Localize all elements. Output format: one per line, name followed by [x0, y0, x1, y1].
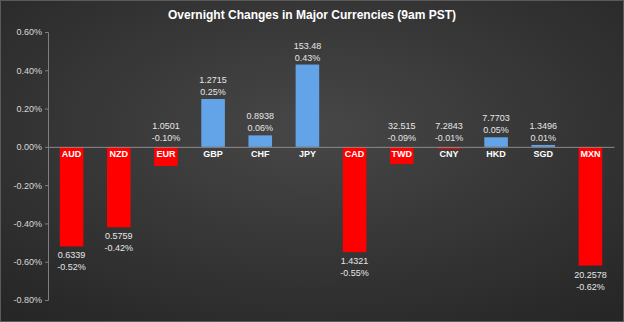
rate-label: 0.5759 [105, 231, 133, 241]
x-tick-label: EUR [156, 149, 176, 159]
y-tick: -0.60% [13, 257, 48, 267]
bar [154, 147, 178, 166]
value-label: 0.06% [247, 123, 273, 133]
x-tick: CHF [251, 147, 270, 159]
x-tick-label: HKD [486, 149, 506, 159]
y-tick-label: -0.20% [13, 181, 42, 191]
rate-label: 153.48 [294, 41, 322, 51]
bar [60, 147, 84, 247]
x-tick-label: JPY [299, 149, 316, 159]
x-axis: AUD NZD EUR GBP CHF JPY CAD TWD CNY HKD SGD MXN [49, 147, 615, 159]
value-label: -0.55% [340, 268, 369, 278]
y-tick: 0.60% [16, 27, 48, 37]
rate-label: 32.515 [388, 121, 416, 131]
bar [296, 65, 320, 147]
x-tick-label: AUD [62, 149, 82, 159]
value-label: -0.52% [57, 262, 86, 272]
y-tick-label: 0.40% [16, 66, 42, 76]
x-tick: NZD [110, 147, 129, 159]
y-tick-mark [45, 147, 48, 148]
x-tick: EUR [156, 147, 176, 159]
y-tick-mark [45, 185, 48, 186]
y-tick: -0.40% [13, 219, 48, 229]
y-axis: -0.80% -0.60% -0.40% -0.20% 0.00% 0.20% 0.40% 0… [13, 27, 48, 305]
rate-label: 1.2715 [199, 75, 227, 85]
plot: -0.80% -0.60% -0.40% -0.20% 0.00% 0.20% 0.40% 0… [13, 27, 614, 305]
y-tick-mark [45, 109, 48, 110]
y-tick-mark [45, 223, 48, 224]
value-label: -0.10% [152, 133, 181, 143]
rate-label: 7.2843 [435, 121, 463, 131]
title: Overnight Changes in Major Currencies (9… [168, 8, 456, 22]
x-tick: TWD [392, 147, 413, 159]
rate-label: 1.4321 [341, 256, 369, 266]
x-axis-line [49, 147, 615, 148]
value-label: 0.43% [295, 53, 321, 63]
x-tick: GBP [203, 147, 223, 159]
y-tick: 0.40% [16, 66, 48, 76]
value-label: -0.62% [576, 282, 605, 292]
bars [60, 65, 602, 266]
y-tick: -0.80% [13, 295, 48, 305]
value-label: -0.42% [104, 243, 133, 253]
rate-label: 7.7703 [482, 113, 510, 123]
y-tick-label: -0.60% [13, 257, 42, 267]
value-label: -0.09% [387, 133, 416, 143]
value-label: 0.01% [530, 133, 556, 143]
x-tick: CNY [439, 147, 458, 159]
background [1, 1, 624, 322]
x-tick: MXN [580, 147, 600, 159]
rate-label: 20.2578 [574, 270, 607, 280]
bar [248, 135, 272, 146]
x-tick-label: MXN [580, 149, 600, 159]
x-tick: SGD [533, 147, 553, 159]
y-tick-mark [45, 32, 48, 33]
y-tick-label: 0.60% [16, 27, 42, 37]
y-tick-label: 0.00% [16, 142, 42, 152]
y-tick-label: 0.20% [16, 104, 42, 114]
x-tick: AUD [62, 147, 82, 159]
y-tick: -0.20% [13, 181, 48, 191]
bar [531, 145, 555, 147]
rate-label: 1.0501 [152, 121, 180, 131]
y-tick-mark [45, 70, 48, 71]
x-tick-label: CAD [345, 149, 365, 159]
value-label: -0.01% [435, 133, 464, 143]
rate-label: 1.3496 [529, 121, 557, 131]
value-label: 0.05% [483, 125, 509, 135]
x-tick: HKD [486, 147, 506, 159]
bar [343, 147, 367, 252]
x-tick-label: CNY [439, 149, 458, 159]
x-tick: CAD [345, 147, 365, 159]
chart: Overnight Changes in Major Currencies (9… [0, 0, 624, 322]
y-tick-mark [45, 300, 48, 301]
rate-label: 0.8938 [246, 111, 274, 121]
bar [107, 147, 131, 227]
bar [390, 147, 414, 164]
bar [201, 99, 225, 147]
data-labels: 0.6339 -0.52% 0.5759 -0.42% 1.0501 -0.10% 1.27… [57, 41, 606, 292]
y-tick-label: -0.40% [13, 219, 42, 229]
value-label: 0.25% [200, 87, 226, 97]
x-tick-label: NZD [110, 149, 129, 159]
x-tick-label: TWD [392, 149, 413, 159]
y-axis-line [45, 33, 49, 301]
x-tick-label: GBP [203, 149, 223, 159]
x-tick-label: SGD [533, 149, 553, 159]
bar [484, 137, 508, 147]
x-tick-label: CHF [251, 149, 270, 159]
y-tick-mark [45, 262, 48, 263]
rate-label: 0.6339 [58, 250, 86, 260]
x-tick: JPY [299, 147, 316, 159]
y-tick-label: -0.80% [13, 295, 42, 305]
y-tick: 0.00% [16, 142, 48, 152]
y-tick: 0.20% [16, 104, 48, 114]
bar [579, 147, 603, 266]
